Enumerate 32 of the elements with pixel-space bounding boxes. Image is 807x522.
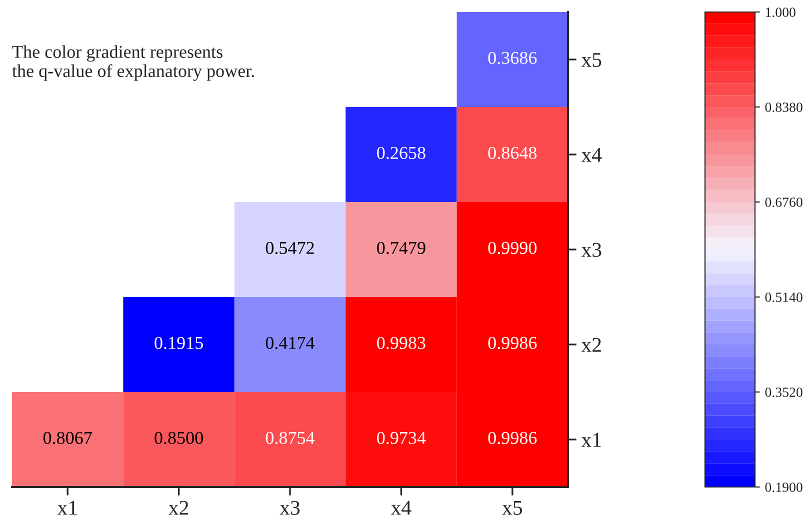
data-label: 0.8648 <box>488 146 537 160</box>
color-bar-label: 0.1900 <box>765 482 802 492</box>
x-tick-label: x4 <box>390 500 412 515</box>
data-label: 0.9990 <box>488 242 537 254</box>
data-label: 0.8067 <box>43 432 92 444</box>
data-label: 0.9983 <box>377 336 426 350</box>
data-label: 0.9734 <box>377 432 426 444</box>
color-bar-label: 0.3520 <box>765 388 802 398</box>
x-tick-label: x2 <box>168 500 188 515</box>
y-tick-label: x2 <box>581 338 601 352</box>
color-bar-label: 0.8380 <box>765 102 802 112</box>
y-tick-label: x3 <box>581 242 602 257</box>
x-tick-label: x3 <box>280 500 300 515</box>
y-tick-label: x4 <box>581 148 602 162</box>
x-tick-label: x1 <box>57 500 77 515</box>
data-label: 0.8754 <box>266 432 315 444</box>
data-label: 0.3686 <box>488 52 537 64</box>
y-tick-label: x5 <box>581 53 602 67</box>
data-label: 0.4174 <box>266 336 315 350</box>
data-label: 0.9986 <box>488 432 537 444</box>
annotation: The color gradient represents the q-value of explanatory power. <box>12 45 254 81</box>
color-bar-label: 0.5140 <box>765 292 802 302</box>
data-label: 0.7479 <box>377 242 426 254</box>
y-tick-label: x1 <box>581 432 601 447</box>
color-bar-label: 0.6760 <box>765 198 802 208</box>
data-label: 0.9986 <box>488 336 537 350</box>
data-label: 0.5472 <box>266 242 314 254</box>
data-label: 0.8500 <box>154 432 203 444</box>
color-bar-label: 1.000 <box>766 8 796 18</box>
data-label: 0.2658 <box>377 146 426 160</box>
data-label: 0.1915 <box>154 336 203 350</box>
x-tick-label: x5 <box>502 501 522 515</box>
